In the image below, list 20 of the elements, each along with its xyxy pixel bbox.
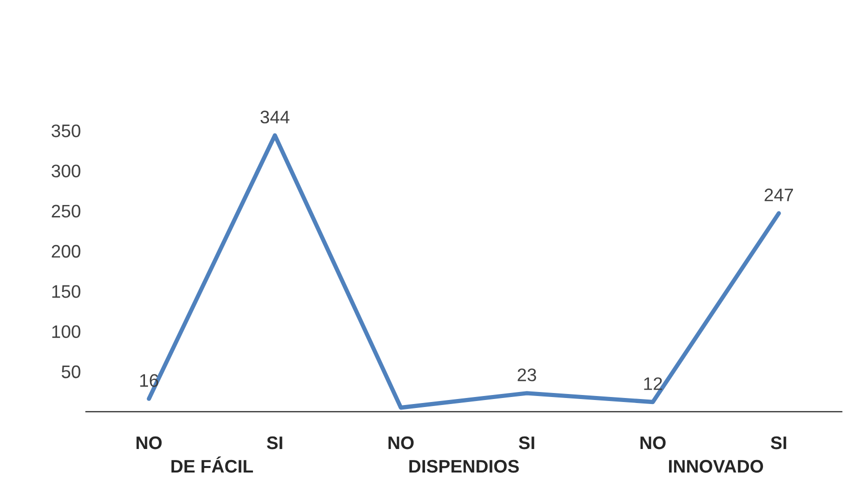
data-label: 247 [764,188,793,202]
y-tick-label: 50 [62,365,80,378]
x-tick-label: SI [266,436,282,450]
y-tick-label: 250 [52,204,80,218]
x-tick-label: NO [640,436,666,450]
y-tick-label: 350 [52,124,80,138]
x-tick-label: NO [136,436,162,450]
data-label: 344 [260,110,290,124]
x-tick-label: SI [770,436,786,450]
y-tick-label: 100 [52,325,80,338]
text: INNOVADO [669,460,764,473]
data-label: 23 [518,368,536,382]
text: DISPENDIOS [409,460,519,473]
text: DE FÁCIL [171,456,253,473]
data-label: 12 [644,377,662,390]
y-tick-label: 200 [52,244,80,258]
y-tick-label: 300 [52,164,80,178]
y-tick-label: 150 [52,285,80,298]
x-tick-label: NO [388,436,414,450]
x-tick-label: SI [518,436,534,450]
